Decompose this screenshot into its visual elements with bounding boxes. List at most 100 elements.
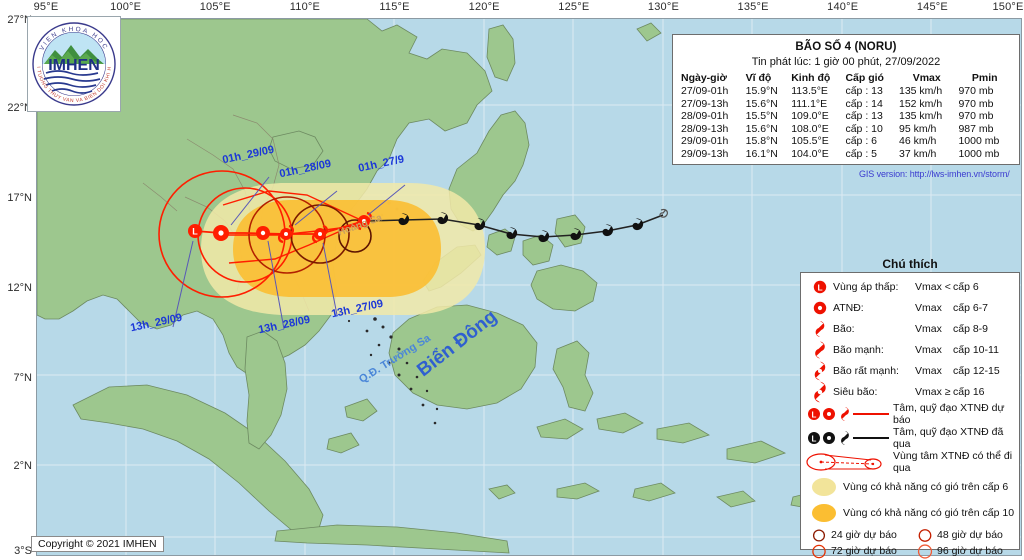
forecast-cell: 29/09-01h — [681, 135, 729, 148]
forecast-cell: 109.0°E — [791, 110, 829, 123]
latitude-tick: 3°S — [14, 545, 32, 557]
forecast-row: 27/09-13h 15.6°N 111.1°E cấp : 14 152 km/h 97… — [679, 98, 1013, 111]
forecast-row: 28/09-13h 15.6°N 108.0°E cấp : 10 95 km/h 987… — [679, 123, 1013, 136]
forecast-cell: 28/09-13h — [681, 122, 729, 135]
legend-cone-label: Vùng tâm XTNĐ có thể đi qua — [893, 450, 1013, 474]
longitude-tick: 105°E — [199, 1, 231, 13]
legend-intensity-row: L Vùng áp thấp: Vmax < cấp 6 — [801, 276, 1019, 297]
forecast-col-header: Pmin — [971, 72, 998, 84]
forecast-cell: 135 km/h — [899, 85, 943, 97]
imhen-logo-text: IMHEN — [48, 57, 100, 74]
forecast-cell: 108.0°E — [791, 122, 829, 135]
forecast-cell: 27/09-13h — [681, 97, 729, 110]
forecast-point-13h-28-09 — [256, 226, 270, 240]
longitude-tick: 100°E — [110, 1, 142, 13]
forecast-cell: 104.0°E — [791, 147, 829, 160]
forecast-table-header: Ngày-giờ Vĩ độ Kinh độ Cấp gió Vmax Pmin — [679, 72, 1013, 85]
forecast-point-01h-28-09 — [277, 224, 295, 244]
forecast-col-header: Kinh độ — [791, 72, 831, 84]
svg-text:L: L — [812, 434, 817, 443]
forecast-row: 28/09-01h 15.5°N 109.0°E cấp : 13 135 km/h 97… — [679, 110, 1013, 123]
past-track-end-symbol — [659, 208, 668, 218]
legend-intensity-row: Bão: Vmax cấp 8-9 — [801, 318, 1019, 339]
svg-text:L: L — [812, 410, 817, 419]
longitude-tick: 130°E — [647, 1, 679, 13]
legend-hour-label: 48 giờ dự báo — [937, 529, 1003, 541]
forecast-cell: 970 mb — [958, 110, 994, 123]
cone-symbol — [805, 450, 893, 474]
legend-intensity-rows: L Vùng áp thấp: Vmax < cấp 6 ATNĐ: Vmax cấp 6-… — [801, 276, 1019, 402]
longitude-tick: 95°E — [33, 1, 59, 13]
mindanao-island — [530, 264, 598, 312]
legend-forecast-track-label: Tâm, quỹ đạo XTNĐ dự báo — [893, 402, 1005, 426]
legend-intensity-category: cấp 12-15 — [953, 364, 1000, 377]
latitude-axis: 27°N 22°N 17°N 12°N 7°N 2°N 3°S — [0, 0, 36, 560]
forecast-track-symbol: L — [805, 405, 893, 423]
legend-intensity-name: Vùng áp thấp: — [833, 280, 899, 293]
longitude-tick: 140°E — [827, 1, 859, 13]
longitude-tick: 120°E — [468, 1, 500, 13]
low-pressure-symbol: L — [807, 278, 833, 296]
legend-hour-cell: 72 giờ dự báo — [807, 543, 913, 559]
latitude-tick: 27°N — [7, 14, 32, 26]
legend-intensity-row: Bão rất mạnh: Vmax cấp 12-15 — [801, 360, 1019, 381]
forecast-cell: 113.5°E — [791, 85, 828, 97]
forecast-cell: 29/09-13h — [681, 147, 729, 160]
legend-wind10-row: Vùng có khả năng có gió trên cấp 10 — [801, 500, 1019, 526]
forecast-hour-circle-icon — [807, 528, 831, 543]
forecast-cell: 27/09-01h — [681, 85, 729, 97]
forecast-row: 29/09-13h 16.1°N 104.0°E cấp : 5 37 km/h 1000… — [679, 148, 1013, 161]
forecast-point-01h-29-09 — [213, 225, 229, 241]
forecast-cell: 16.1°N — [745, 147, 778, 160]
legend-panel: L Vùng áp thấp: Vmax < cấp 6 ATNĐ: Vmax cấp 6-… — [800, 272, 1020, 560]
hainan-island — [268, 130, 324, 170]
super-typhoon-symbol — [807, 380, 833, 404]
sulawesi-island — [552, 340, 594, 412]
forecast-hour-circle-icon — [807, 544, 831, 559]
forecast-col-header: Vmax — [912, 72, 941, 84]
legend-intensity-category: cấp 6-7 — [953, 301, 989, 314]
copyright-notice: Copyright © 2021 IMHEN — [31, 536, 164, 552]
longitude-tick: 150°E — [992, 1, 1024, 13]
forecast-cell: cấp : 5 — [845, 147, 877, 160]
taiwan-island — [486, 24, 516, 82]
forecast-cell: 15.6°N — [745, 122, 778, 135]
forecast-cell: 95 km/h — [899, 122, 937, 135]
forecast-hour-circle-icon — [913, 543, 937, 559]
legend-intensity-row: ATNĐ: Vmax cấp 6-7 — [801, 297, 1019, 318]
forecast-table: Ngày-giờ Vĩ độ Kinh độ Cấp gió Vmax Pmin 27/0… — [679, 72, 1013, 161]
forecast-cell: 1000 mb — [958, 135, 1000, 148]
forecast-cell: 15.9°N — [745, 85, 778, 97]
legend-hour-cell: 96 giờ dự báo — [913, 543, 1019, 559]
legend-wind6-label: Vùng có khả năng có gió trên cấp 6 — [843, 481, 1009, 493]
longitude-axis: 95°E 100°E 105°E 110°E 115°E 120°E 125°E 130°E 1… — [0, 0, 1024, 18]
legend-cone-row: Vùng tâm XTNĐ có thể đi qua — [801, 450, 1019, 474]
past-track-points — [396, 212, 644, 246]
tropical-depression-symbol — [807, 299, 833, 317]
very-strong-storm-symbol — [807, 360, 833, 382]
forecast-row: 29/09-01h 15.8°N 105.5°E cấp : 6 46 km/h 1000… — [679, 135, 1013, 148]
forecast-cell: 1000 mb — [958, 147, 1000, 160]
forecast-cell: cấp : 13 — [845, 110, 883, 123]
legend-hour-cell: 48 giờ dự báo — [913, 527, 1019, 543]
legend-intensity-vmax: Vmax ≥ — [915, 385, 951, 398]
forecast-point-01h-27-09 — [355, 211, 373, 231]
legend-past-track-row: L Tâm, quỹ đạo XTNĐ đã qua — [801, 426, 1019, 450]
legend-intensity-row: Bão mạnh: Vmax cấp 10-11 — [801, 339, 1019, 360]
legend-intensity-vmax: Vmax — [915, 343, 942, 356]
legend-intensity-category: cấp 8-9 — [953, 322, 989, 335]
forecast-cell: cấp : 14 — [845, 97, 883, 110]
svg-text:L: L — [817, 282, 822, 292]
legend-intensity-category: cấp 16 — [953, 385, 985, 398]
borneo-island — [388, 304, 538, 410]
forecast-col-header: Vĩ độ — [745, 72, 772, 84]
forecast-cell: 15.6°N — [745, 97, 778, 110]
forecast-cell: 111.1°E — [791, 97, 828, 110]
forecast-row: 27/09-01h 15.9°N 113.5°E cấp : 13 135 km/h 97… — [679, 85, 1013, 98]
gis-version-link[interactable]: GIS version: http://lws-imhen.vn/storm/ — [859, 169, 1010, 179]
latitude-tick: 2°N — [13, 460, 32, 472]
legend-intensity-name: Bão: — [833, 322, 855, 335]
forecast-hour-circle-icon — [913, 528, 937, 543]
malay-peninsula — [244, 330, 288, 450]
legend-intensity-name: Bão mạnh: — [833, 343, 884, 356]
